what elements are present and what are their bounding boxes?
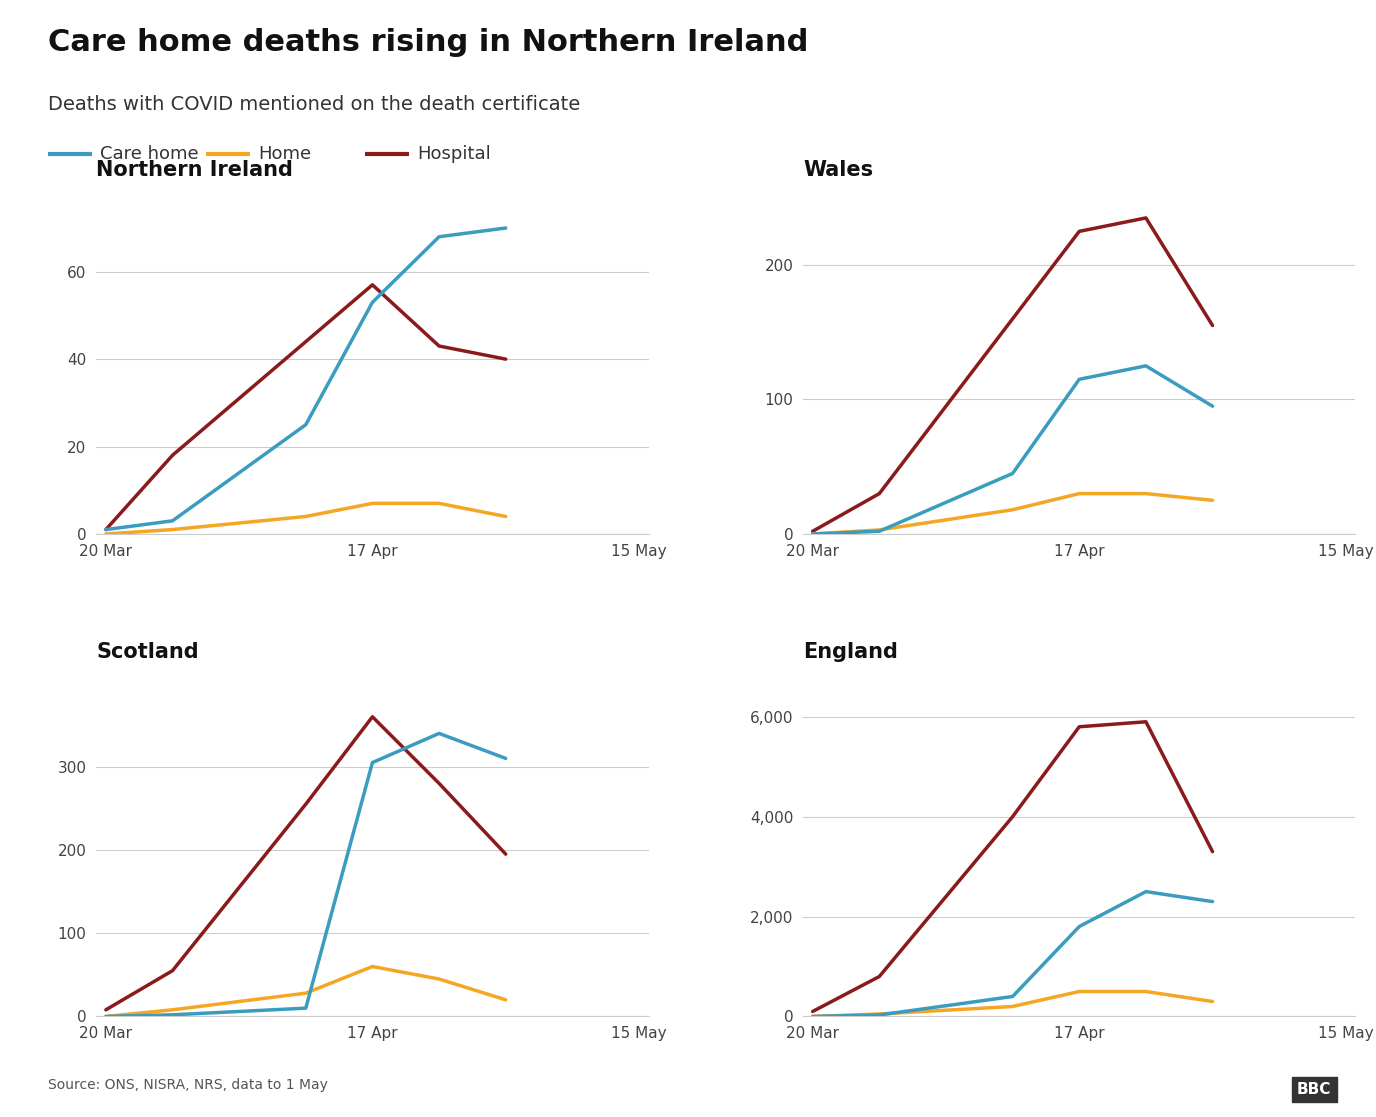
- Text: Care home: Care home: [100, 145, 200, 163]
- Text: BBC: BBC: [1298, 1082, 1331, 1097]
- Text: Northern Ireland: Northern Ireland: [96, 160, 293, 180]
- Text: Deaths with COVID mentioned on the death certificate: Deaths with COVID mentioned on the death…: [48, 95, 581, 114]
- Text: Source: ONS, NISRA, NRS, data to 1 May: Source: ONS, NISRA, NRS, data to 1 May: [48, 1078, 327, 1092]
- Text: Scotland: Scotland: [96, 642, 200, 662]
- Text: England: England: [804, 642, 899, 662]
- Text: Care home deaths rising in Northern Ireland: Care home deaths rising in Northern Irel…: [48, 28, 809, 57]
- Text: Wales: Wales: [804, 160, 874, 180]
- Text: Home: Home: [259, 145, 312, 163]
- Text: Hospital: Hospital: [417, 145, 491, 163]
